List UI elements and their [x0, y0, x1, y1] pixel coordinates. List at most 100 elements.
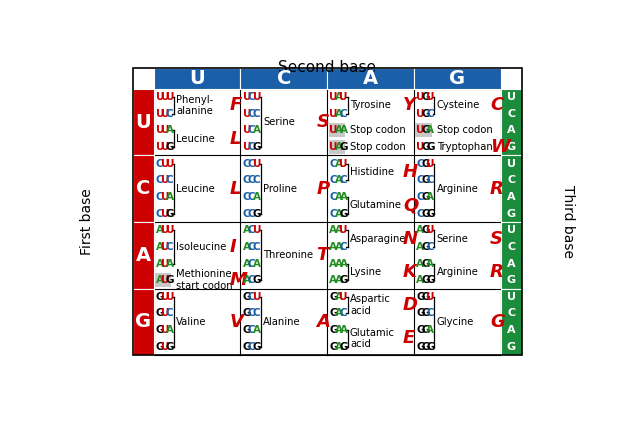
Text: C: C — [156, 192, 164, 202]
Bar — [132, 68, 521, 355]
Text: C: C — [507, 109, 515, 119]
Text: G: G — [243, 342, 251, 352]
Text: U: U — [161, 258, 169, 269]
Text: U: U — [135, 112, 151, 131]
Text: U: U — [161, 125, 169, 135]
Text: E: E — [403, 329, 415, 348]
Text: U: U — [161, 175, 169, 185]
Text: Asparagine: Asparagine — [350, 234, 406, 244]
Text: G: G — [421, 159, 430, 169]
Text: G: G — [421, 92, 430, 102]
Text: A: A — [507, 125, 516, 135]
Text: U: U — [166, 159, 174, 169]
Text: C: C — [339, 175, 347, 185]
Text: G: G — [507, 209, 516, 218]
Text: Proline: Proline — [263, 184, 297, 194]
Text: A: A — [334, 209, 343, 218]
Text: C: C — [248, 192, 256, 202]
Text: C: C — [426, 109, 434, 119]
Text: G: G — [252, 142, 261, 152]
Text: U: U — [339, 92, 348, 102]
Text: U: U — [161, 292, 169, 302]
Text: A: A — [339, 125, 348, 135]
Text: A: A — [507, 258, 516, 269]
Text: C: C — [136, 179, 150, 198]
Text: A: A — [334, 225, 343, 235]
Text: G: G — [156, 342, 164, 352]
Text: Tryptophan: Tryptophan — [437, 142, 493, 152]
Text: A: A — [334, 142, 343, 152]
Text: G: G — [421, 309, 430, 318]
Text: Second base: Second base — [279, 60, 376, 75]
Text: U: U — [156, 125, 164, 135]
Text: C: C — [248, 209, 256, 218]
Text: U: U — [507, 159, 516, 169]
Text: U: U — [426, 292, 435, 302]
Text: G: G — [426, 209, 435, 218]
Text: A: A — [426, 325, 435, 335]
Text: G: G — [421, 175, 430, 185]
Text: G: G — [252, 342, 261, 352]
Text: C: C — [248, 225, 256, 235]
Text: A: A — [243, 258, 250, 269]
Text: U: U — [161, 342, 169, 352]
Text: U: U — [330, 92, 338, 102]
Text: U: U — [252, 159, 261, 169]
Text: A: A — [426, 192, 435, 202]
Text: W: W — [490, 138, 510, 156]
Text: C: C — [166, 175, 174, 185]
Text: G: G — [156, 325, 164, 335]
Text: C: C — [156, 175, 164, 185]
Text: C: C — [166, 309, 174, 318]
Text: Third base: Third base — [561, 186, 575, 258]
Text: U: U — [330, 109, 338, 119]
Text: D: D — [403, 296, 418, 314]
Text: G: G — [339, 209, 348, 218]
Bar — [327, 68, 414, 89]
Text: U: U — [243, 92, 251, 102]
Text: C: C — [248, 342, 256, 352]
Text: A: A — [330, 242, 337, 252]
Text: Arginine: Arginine — [437, 267, 479, 277]
Text: G: G — [252, 275, 261, 285]
Text: G: G — [421, 225, 430, 235]
Text: U: U — [252, 92, 261, 102]
Text: A: A — [339, 192, 348, 202]
Text: Phenyl-
alanine: Phenyl- alanine — [176, 95, 213, 116]
Text: A: A — [330, 225, 337, 235]
Bar — [501, 155, 521, 222]
Text: U: U — [507, 225, 516, 235]
Text: Lysine: Lysine — [350, 267, 381, 277]
Text: C: C — [248, 292, 256, 302]
Text: M: M — [229, 271, 247, 289]
Text: Cysteine: Cysteine — [437, 100, 480, 111]
Text: G: G — [426, 342, 435, 352]
Text: G: G — [421, 325, 430, 335]
Text: G: G — [507, 142, 516, 152]
Text: U: U — [161, 325, 169, 335]
Text: Stop codon: Stop codon — [437, 125, 493, 135]
Text: G: G — [421, 192, 430, 202]
Text: U: U — [156, 109, 164, 119]
Text: A: A — [166, 125, 174, 135]
Text: A: A — [334, 109, 343, 119]
Text: A: A — [339, 258, 348, 269]
Text: U: U — [161, 225, 169, 235]
Text: U: U — [339, 159, 348, 169]
Text: U: U — [161, 192, 169, 202]
Text: U: U — [252, 225, 261, 235]
Text: A: A — [156, 242, 164, 252]
Text: Valine: Valine — [176, 317, 207, 327]
Text: A: A — [339, 325, 348, 335]
Text: G: G — [421, 292, 430, 302]
Text: U: U — [507, 92, 516, 102]
Text: U: U — [161, 92, 169, 102]
Text: First base: First base — [80, 189, 94, 255]
Text: U: U — [161, 159, 169, 169]
Text: U: U — [189, 69, 204, 88]
Text: Leucine: Leucine — [176, 184, 215, 194]
Text: G: G — [421, 142, 430, 152]
Text: G: G — [252, 209, 261, 218]
Text: A: A — [334, 309, 343, 318]
Text: G: G — [135, 312, 151, 331]
